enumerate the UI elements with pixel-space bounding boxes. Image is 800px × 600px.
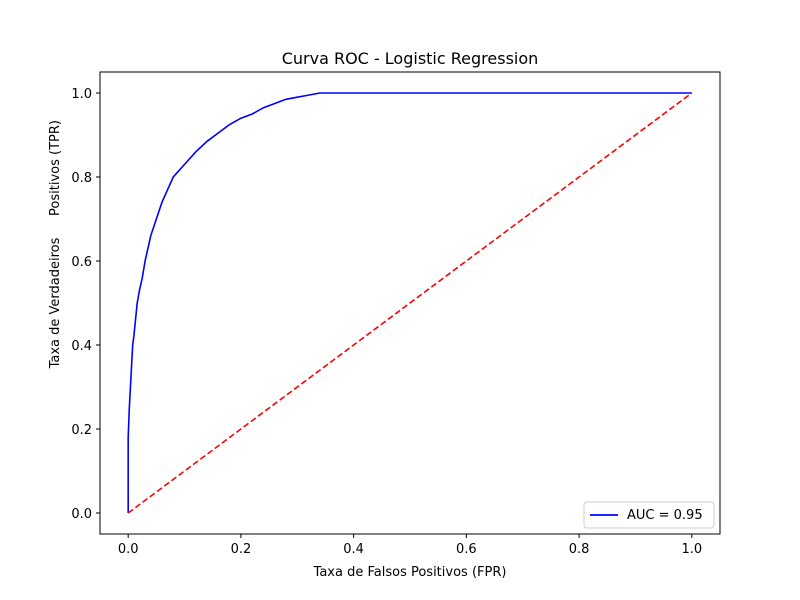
chart-title: Curva ROC - Logistic Regression (282, 49, 539, 68)
y-axis-label-line1: Taxa de Verdadeiros (48, 237, 63, 369)
x-axis-ticks: 0.0 0.2 0.4 0.6 0.8 1.0 (118, 534, 702, 557)
x-tick-label: 0.4 (343, 542, 364, 557)
y-tick-label: 1.0 (71, 87, 92, 102)
roc-curve-line (127, 92, 692, 513)
x-axis-label: Taxa de Falsos Positivos (FPR) (313, 565, 507, 580)
plot-lines (127, 92, 693, 514)
y-tick-label: 0.0 (71, 507, 92, 522)
legend-box (583, 501, 715, 529)
legend-label: AUC = 0.95 (627, 508, 703, 523)
plot-frame (99, 71, 721, 535)
legend: AUC = 0.95 (583, 501, 715, 529)
x-tick-label: 0.0 (118, 542, 139, 557)
y-axis-ticks: 0.0 0.2 0.4 0.6 0.8 1.0 (71, 87, 100, 522)
x-tick-label: 1.0 (681, 542, 702, 557)
y-tick-label: 0.6 (71, 255, 92, 270)
x-tick-label: 0.8 (569, 542, 590, 557)
x-tick-label: 0.2 (231, 542, 252, 557)
random-baseline-line (127, 92, 693, 514)
y-axis-label-line2: Positivos (TPR) (48, 120, 63, 216)
y-tick-label: 0.8 (71, 171, 92, 186)
y-tick-label: 0.4 (71, 339, 92, 354)
y-tick-label: 0.2 (71, 423, 92, 438)
x-tick-label: 0.6 (456, 542, 477, 557)
